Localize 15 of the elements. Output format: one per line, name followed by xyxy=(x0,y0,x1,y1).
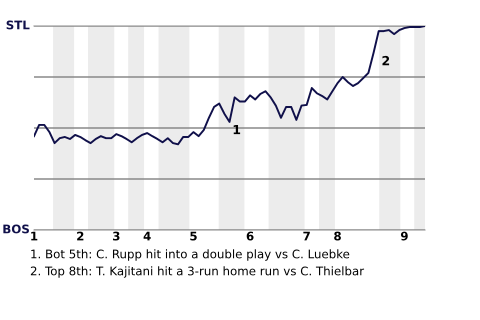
x-tick-label: 3 xyxy=(113,232,120,241)
x-tick-label: 1 xyxy=(31,232,38,240)
annotation: 2 xyxy=(382,56,390,66)
x-tick-label: 5 xyxy=(190,232,197,241)
x-tick-label: 2 xyxy=(77,232,84,240)
x-tick-label: 9 xyxy=(400,232,408,241)
x-tick-label: 7 xyxy=(303,232,310,240)
x-tick-label: 4 xyxy=(144,232,151,240)
text: BOS xyxy=(3,224,29,234)
text: 1. Bot 5th: C. Rupp hit into a double play vs C. Luebke xyxy=(31,249,350,261)
annotation: 1 xyxy=(234,125,240,134)
x-tick-label: 8 xyxy=(334,232,341,241)
text: STL xyxy=(6,20,30,30)
x-tick-label: 6 xyxy=(246,232,254,241)
text: 2. Top 8th: T. Kajitani hit a 3-run home run vs C. Thielbar xyxy=(30,266,364,278)
